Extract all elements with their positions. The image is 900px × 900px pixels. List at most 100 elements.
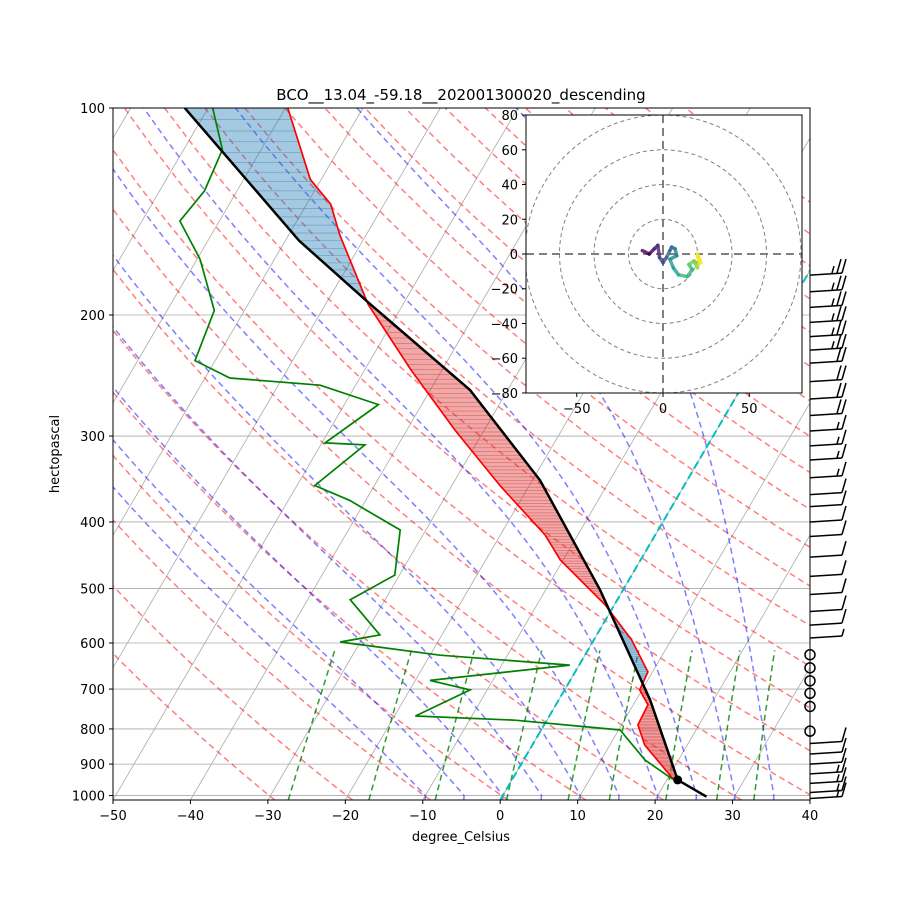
moist-adiabat: [143, 108, 659, 800]
wind-barb-staff: [809, 304, 843, 309]
cape-shading: [449, 423, 500, 429]
cin-shading: [247, 181, 321, 192]
dry-adiabat: [113, 329, 664, 800]
wind-barb-staff: [809, 475, 843, 479]
wind-barb-half: [831, 282, 835, 290]
wind-barb-staff: [809, 347, 843, 351]
moist-adiabat: [234, 108, 698, 800]
mixing-ratio-line: [505, 650, 543, 800]
dry-adiabat: [113, 207, 810, 796]
x-tick-label: −20: [332, 809, 359, 824]
wind-barb-flag: [836, 333, 842, 349]
cape-shading: [424, 388, 474, 394]
wind-barb-half: [836, 789, 840, 797]
isotherm: [113, 108, 441, 669]
mixing-ratio-line: [567, 650, 601, 800]
wind-barb-flag: [841, 333, 847, 349]
moist-adiabat: [113, 385, 504, 800]
cin-shading: [239, 171, 313, 182]
wind-barb-staff: [809, 443, 843, 447]
cape-shading: [446, 419, 497, 425]
temperature-line: [286, 108, 679, 781]
cape-shading: [552, 547, 579, 551]
wind-barb-flag: [836, 275, 842, 290]
y-tick-label: 300: [80, 430, 105, 445]
isotherm: [113, 108, 519, 800]
hodograph-y-tick-label: −60: [491, 352, 518, 367]
wind-barb-flag: [836, 320, 842, 335]
cape-shading: [430, 397, 481, 403]
wind-barb-half: [836, 450, 840, 459]
wind-barb-half: [836, 783, 840, 791]
wind-barb-flag: [841, 727, 847, 742]
cape-shading: [462, 439, 513, 445]
moist-adiabat: [113, 254, 581, 800]
moist-adiabat: [113, 438, 465, 800]
cape-shading: [509, 496, 552, 501]
wind-barb-half: [831, 265, 835, 274]
wind-barb-staff: [809, 333, 843, 338]
wind-barb-flag: [841, 520, 847, 535]
wind-barb-staff: [809, 378, 843, 383]
hodograph-y-tick-label: −20: [491, 283, 518, 298]
dry-adiabat: [113, 652, 276, 800]
hodograph-y-tick-label: 80: [501, 109, 518, 124]
x-axis-label: degree_Celsius: [412, 830, 510, 845]
parcel-line: [183, 108, 708, 798]
cape-shading: [492, 476, 541, 481]
cape-shading: [518, 506, 557, 511]
x-axis: −50 −40 −30 −20 −10 0 10 20 30 40: [99, 800, 818, 824]
wind-barb-flag: [841, 382, 847, 398]
wind-barb-flag: [841, 782, 847, 797]
hodograph-segment: [656, 243, 662, 260]
hodograph-x-tick-label: −50: [563, 402, 590, 417]
cin-shading: [231, 162, 309, 173]
wind-barb-half: [831, 298, 835, 306]
y-tick-label: 1000: [72, 790, 105, 805]
cape-shading: [465, 443, 516, 449]
hodograph-y-tick-label: −80: [491, 387, 518, 402]
wind-barb-staff: [809, 573, 843, 578]
wind-barb-staff: [809, 272, 843, 276]
background-lines: [113, 108, 810, 800]
hodograph-y-tick-label: 20: [501, 213, 518, 228]
wind-barb-staff: [809, 622, 843, 626]
mixing-ratio-line: [608, 650, 640, 800]
wind-barb-flag: [841, 443, 847, 459]
cin-shading: [184, 108, 292, 120]
wind-barb-half: [836, 468, 840, 476]
cin-shading: [278, 216, 338, 226]
wind-barb-staff: [809, 740, 843, 745]
surface-parcel-point: [673, 775, 683, 785]
cape-shading: [420, 383, 470, 389]
wind-barb-half: [836, 436, 840, 445]
cape-shading: [434, 402, 484, 408]
y-tick-label: 100: [80, 102, 105, 117]
cape-shading: [532, 521, 565, 526]
isotherm: [113, 108, 364, 537]
wind-barb-staff: [809, 554, 843, 558]
hodograph-x-tick-label: 50: [741, 402, 758, 417]
wind-barb-flag: [841, 414, 847, 430]
wind-barb-half: [836, 421, 840, 430]
x-tick-label: −50: [99, 809, 126, 824]
cin-shading: [255, 190, 328, 201]
cape-shading: [459, 435, 510, 441]
cin-shading: [270, 208, 335, 218]
cape-shading: [521, 509, 559, 514]
cape-shading: [547, 539, 575, 543]
wind-barb-staff: [809, 503, 843, 508]
dry-adiabat: [113, 454, 509, 800]
dry-adiabat: [113, 518, 431, 800]
cape-shading: [557, 555, 584, 559]
wind-barb-staff: [809, 360, 843, 364]
wind-barb-flag: [836, 258, 842, 274]
cape-shading: [550, 544, 578, 548]
wind-barb-flag: [841, 595, 847, 610]
wind-barbs: [804, 258, 847, 800]
mixing-ratio-line: [753, 650, 776, 800]
chart-title: BCO__13.04_-59.18__202001300020_descendi…: [276, 86, 645, 105]
wind-barb-flag: [836, 382, 842, 398]
wind-barb-staff: [809, 319, 843, 324]
cape-shading: [477, 458, 527, 463]
